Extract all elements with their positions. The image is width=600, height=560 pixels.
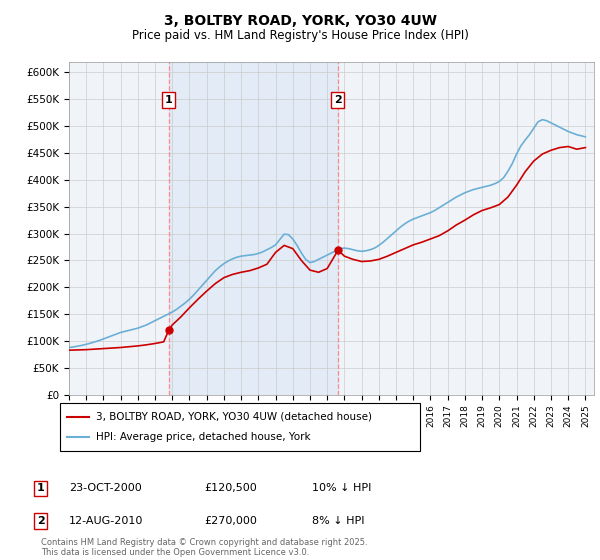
Text: 10% ↓ HPI: 10% ↓ HPI — [312, 483, 371, 493]
Text: Contains HM Land Registry data © Crown copyright and database right 2025.
This d: Contains HM Land Registry data © Crown c… — [41, 538, 367, 557]
Text: 2: 2 — [334, 95, 341, 105]
Text: 3, BOLTBY ROAD, YORK, YO30 4UW (detached house): 3, BOLTBY ROAD, YORK, YO30 4UW (detached… — [96, 412, 372, 422]
Text: HPI: Average price, detached house, York: HPI: Average price, detached house, York — [96, 432, 311, 442]
Text: 23-OCT-2000: 23-OCT-2000 — [69, 483, 142, 493]
Text: 1: 1 — [165, 95, 173, 105]
Text: £270,000: £270,000 — [204, 516, 257, 526]
Text: 8% ↓ HPI: 8% ↓ HPI — [312, 516, 365, 526]
Text: 12-AUG-2010: 12-AUG-2010 — [69, 516, 143, 526]
Text: 3, BOLTBY ROAD, YORK, YO30 4UW: 3, BOLTBY ROAD, YORK, YO30 4UW — [163, 14, 437, 28]
Bar — [169, 62, 338, 395]
FancyBboxPatch shape — [60, 403, 420, 451]
Text: £120,500: £120,500 — [204, 483, 257, 493]
Text: Price paid vs. HM Land Registry's House Price Index (HPI): Price paid vs. HM Land Registry's House … — [131, 29, 469, 42]
Text: 1: 1 — [37, 483, 44, 493]
Text: 2: 2 — [37, 516, 44, 526]
